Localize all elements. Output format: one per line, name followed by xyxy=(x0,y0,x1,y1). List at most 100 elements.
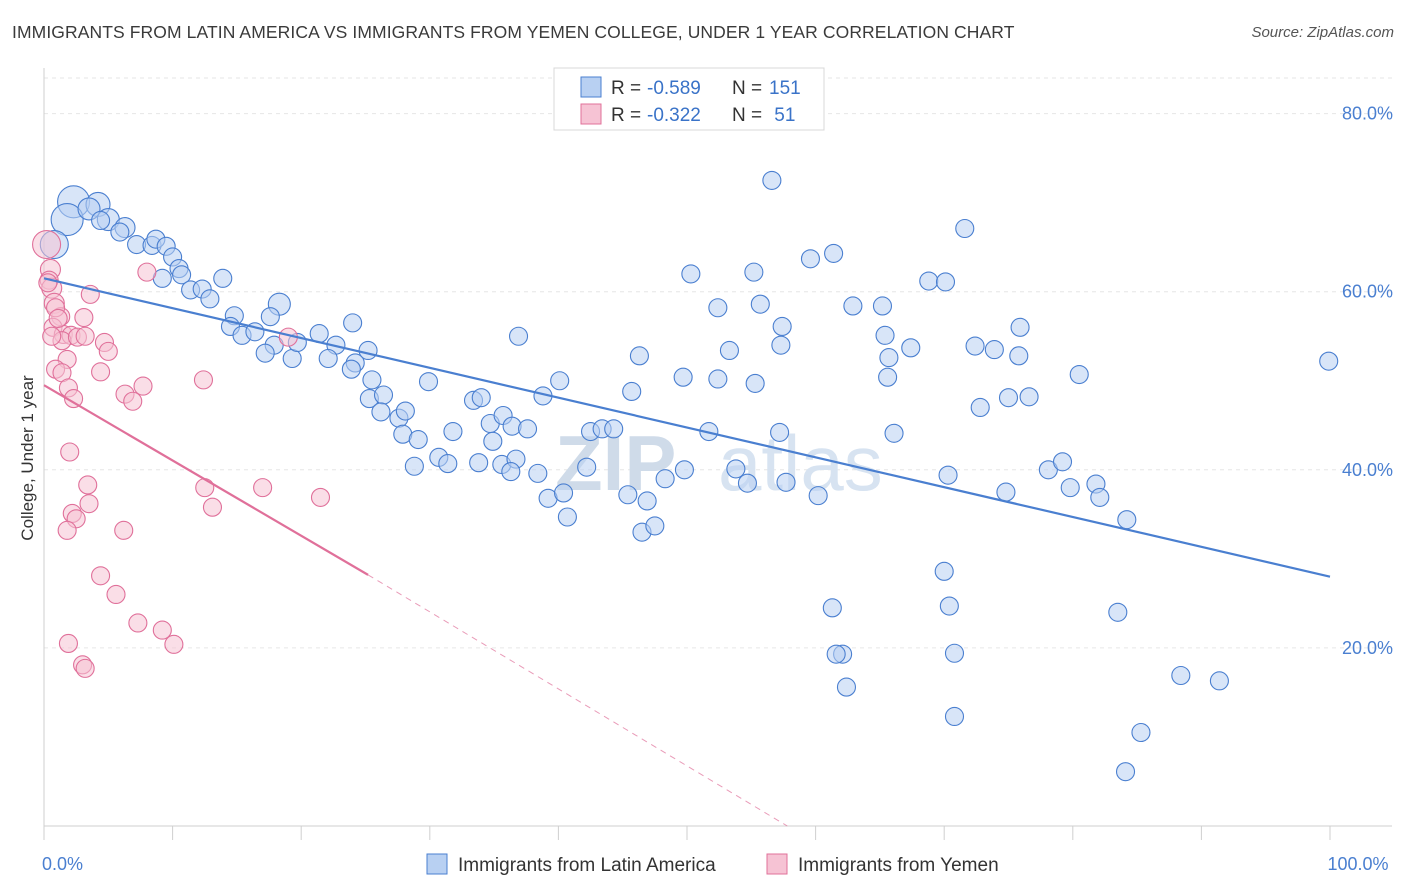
yemen-trend-line xyxy=(43,384,369,576)
stats-r-label-blue: R = xyxy=(611,78,641,99)
latin-america-point xyxy=(408,429,428,450)
stats-n-value-pink: 51 xyxy=(769,105,795,126)
latin-america-point xyxy=(1009,346,1029,366)
latin-america-point xyxy=(934,561,954,581)
latin-america-point xyxy=(772,316,792,336)
latin-america-point xyxy=(708,369,728,389)
latin-america-point xyxy=(1209,671,1229,691)
latin-america-trend-line xyxy=(43,277,1331,578)
latin-america-point xyxy=(469,453,489,473)
latin-america-point xyxy=(719,340,739,361)
latin-america-point xyxy=(1115,762,1136,782)
latin-america-point xyxy=(970,397,990,418)
latin-america-point xyxy=(984,340,1004,360)
latin-america-point xyxy=(343,313,363,333)
latin-america-point xyxy=(762,170,782,190)
latin-america-point xyxy=(550,371,570,391)
latin-america-point xyxy=(362,370,382,390)
series-legend: Immigrants from Latin America Immigrants… xyxy=(426,853,999,876)
latin-america-point xyxy=(744,262,764,282)
watermark: ZIP atlas xyxy=(555,419,883,507)
yemen-point xyxy=(202,497,223,517)
yemen-point xyxy=(91,362,111,382)
latin-america-point xyxy=(395,401,415,421)
yemen-point xyxy=(75,326,95,346)
latin-america-point xyxy=(483,431,503,451)
latin-america-point xyxy=(1117,510,1137,530)
yemen-point xyxy=(152,620,172,640)
latin-america-point xyxy=(681,264,701,284)
latin-america-point xyxy=(443,421,463,442)
yemen-point xyxy=(133,376,153,396)
latin-america-point xyxy=(919,271,939,291)
latin-america-point xyxy=(1060,478,1080,498)
latin-america-point xyxy=(884,423,904,443)
yemen-point xyxy=(75,658,95,678)
yemen-point xyxy=(195,478,215,498)
latin-america-point xyxy=(1069,364,1089,385)
series-latin-america-points xyxy=(39,170,1339,782)
yemen-point xyxy=(57,520,77,540)
latin-america-point xyxy=(50,203,84,237)
latin-america-point xyxy=(955,218,975,239)
axes xyxy=(43,68,1392,840)
latin-america-point xyxy=(404,456,424,476)
yemen-point xyxy=(123,391,143,411)
latin-america-point xyxy=(872,296,893,316)
latin-america-point xyxy=(371,402,391,422)
latin-america-point xyxy=(836,677,857,697)
yemen-point xyxy=(58,633,78,654)
y-tick-label: 60.0% xyxy=(1342,282,1393,302)
latin-america-point xyxy=(998,388,1019,408)
latin-america-point xyxy=(1108,602,1128,622)
tick-labels: 20.0% 40.0% 60.0% 80.0% 0.0% 100.0% xyxy=(42,104,1393,874)
latin-america-point xyxy=(1131,722,1151,743)
latin-america-point xyxy=(901,338,921,358)
latin-america-point xyxy=(750,294,770,314)
y-axis-label: College, Under 1 year xyxy=(18,375,37,541)
legend-label-yemen: Immigrants from Yemen xyxy=(798,855,999,876)
latin-america-point xyxy=(508,326,529,346)
latin-america-point xyxy=(373,385,394,405)
latin-america-point xyxy=(282,348,302,369)
latin-america-point xyxy=(808,486,828,506)
latin-america-point xyxy=(255,343,275,363)
grid-lines xyxy=(44,77,1392,649)
latin-america-point xyxy=(944,706,965,727)
yemen-point xyxy=(42,326,62,346)
latin-america-point xyxy=(91,210,111,231)
latin-america-point xyxy=(878,367,898,387)
yemen-point xyxy=(128,613,148,633)
latin-america-point xyxy=(1090,487,1110,507)
latin-america-point xyxy=(965,336,985,356)
yemen-trend-extension xyxy=(367,574,788,827)
legend-swatch-latin-america xyxy=(426,853,448,875)
latin-america-point xyxy=(879,348,899,368)
latin-america-point xyxy=(438,454,458,474)
latin-america-point xyxy=(726,459,746,479)
stats-n-label-pink: N = xyxy=(732,105,762,126)
latin-america-point xyxy=(1319,351,1339,371)
latin-america-point xyxy=(318,348,338,369)
latin-america-point xyxy=(618,485,638,505)
latin-america-point xyxy=(776,472,796,492)
latin-america-point xyxy=(737,473,757,493)
yemen-point xyxy=(164,634,184,654)
x-tick-label: 100.0% xyxy=(1327,854,1388,874)
yemen-point xyxy=(310,487,331,507)
x-tick-label: 0.0% xyxy=(42,854,83,874)
yemen-point xyxy=(253,478,273,498)
latin-america-point xyxy=(110,222,130,242)
latin-america-point xyxy=(260,307,280,327)
yemen-point xyxy=(32,229,62,260)
yemen-point xyxy=(106,584,126,605)
latin-america-point xyxy=(674,460,694,480)
latin-america-point xyxy=(622,381,642,401)
latin-america-point xyxy=(843,296,863,316)
latin-america-point xyxy=(996,482,1016,502)
latin-america-point xyxy=(629,346,649,366)
legend-swatch-yemen xyxy=(766,853,788,875)
latin-america-point xyxy=(655,469,675,489)
latin-america-point xyxy=(200,289,220,309)
